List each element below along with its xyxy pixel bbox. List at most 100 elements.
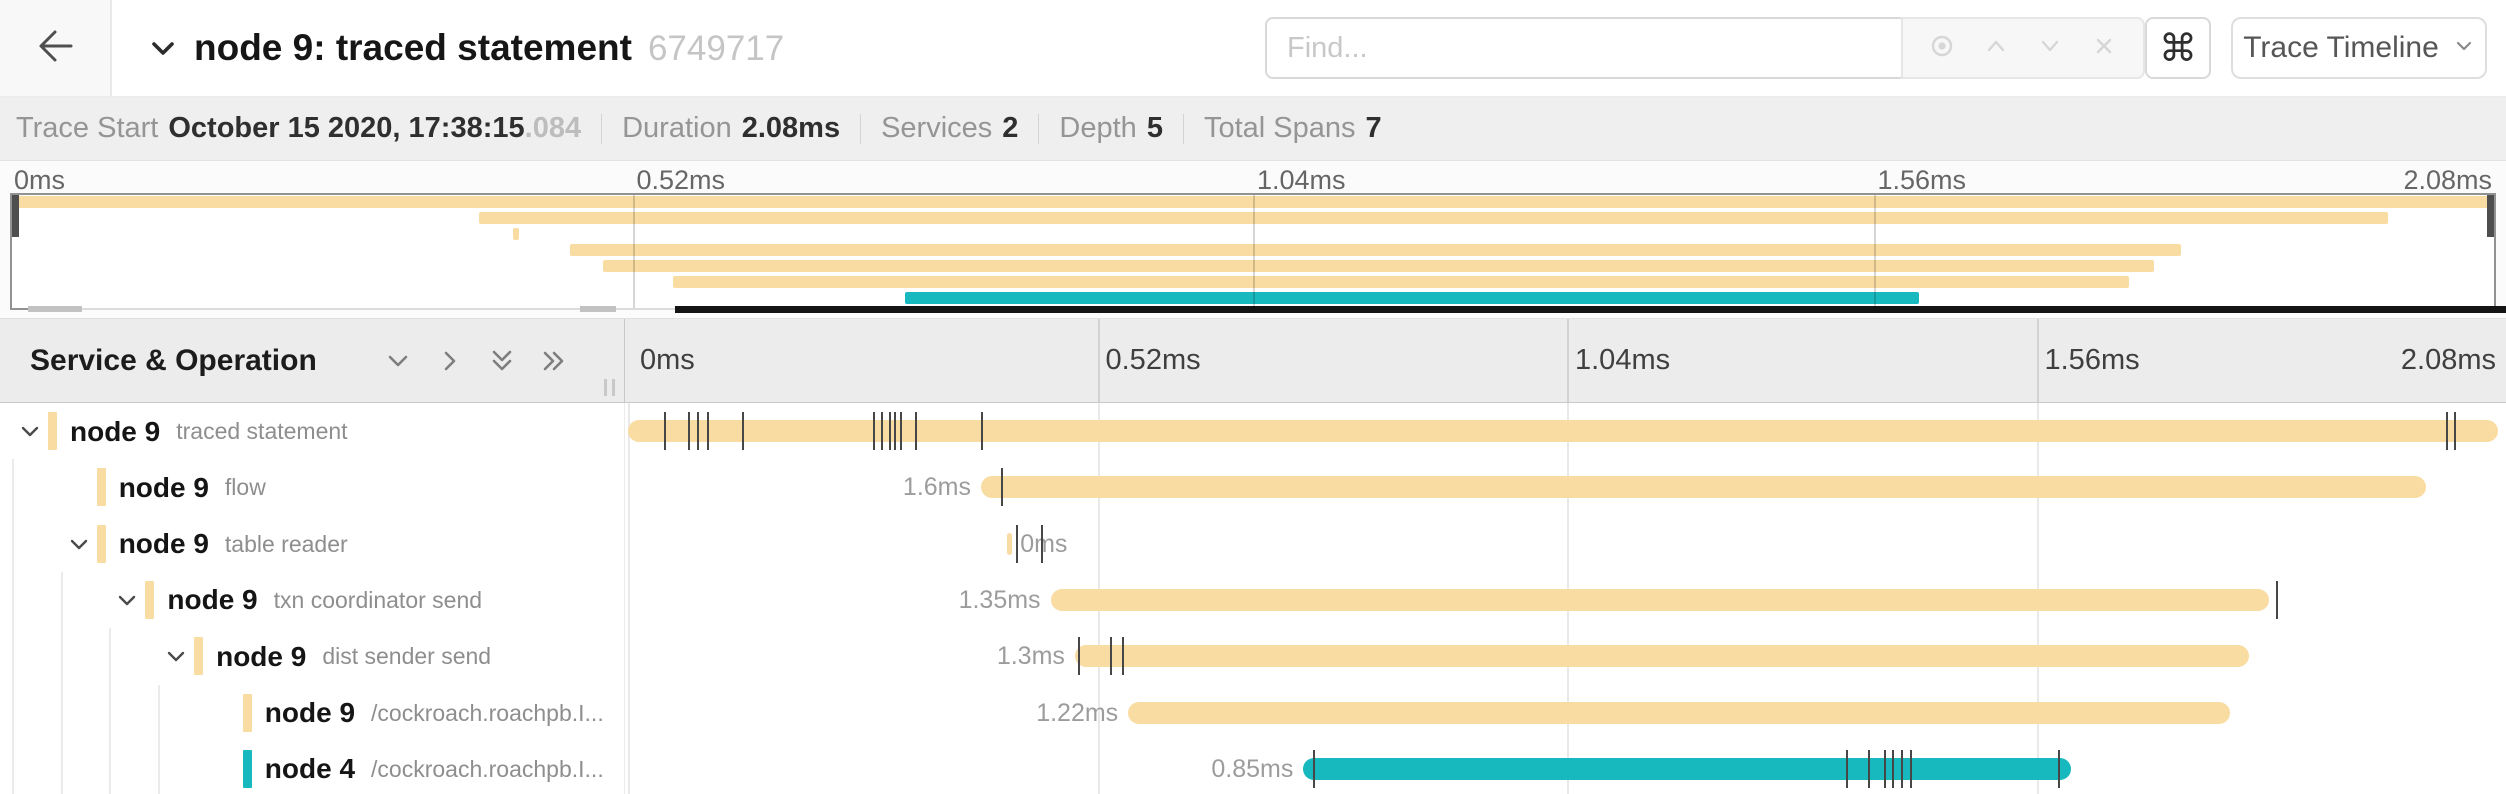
span-name: node 9/cockroach.roachpb.I... [265, 685, 604, 742]
minimap-scroll-thumb[interactable] [28, 306, 82, 312]
span-log-tick[interactable] [707, 412, 710, 450]
operation-name: flow [224, 474, 266, 501]
minimap-range-handle-right[interactable] [2487, 195, 2494, 237]
collapse-all-icon[interactable] [486, 345, 518, 377]
minimap-canvas[interactable] [10, 193, 2496, 310]
span-log-tick[interactable] [1000, 468, 1003, 507]
span-log-tick[interactable] [1845, 749, 1848, 788]
span-log-tick[interactable] [915, 412, 918, 450]
span-log-tick[interactable] [1313, 749, 1316, 788]
trace-name: node 9: traced statement [194, 27, 632, 68]
back-arrow-icon [32, 23, 78, 74]
span-log-tick[interactable] [1891, 749, 1894, 788]
collapse-one-level-icon[interactable] [382, 345, 414, 377]
span-duration-bar[interactable] [1128, 701, 2230, 724]
axis-gridline [2036, 319, 2039, 402]
span-log-tick[interactable] [2446, 412, 2449, 450]
next-match-icon[interactable] [2035, 31, 2065, 66]
service-operation-header: Service & Operation [0, 319, 625, 402]
column-resize-grip[interactable] [604, 379, 615, 396]
span-log-tick[interactable] [1900, 749, 1903, 788]
prev-match-icon[interactable] [1981, 31, 2011, 66]
service-name: node 9 [118, 471, 209, 503]
span-name: node 9 table reader [119, 516, 348, 573]
service-color-chip [48, 412, 57, 450]
span-log-tick[interactable] [873, 412, 876, 450]
span-log-tick[interactable] [2058, 749, 2061, 788]
collapse-children-icon[interactable] [67, 533, 91, 557]
span-row[interactable]: node 4/cockroach.roachpb.I... 0.85ms [0, 740, 2506, 794]
span-log-tick[interactable] [1110, 637, 1113, 676]
span-log-tick[interactable] [880, 412, 883, 450]
tree-indent-guide [12, 459, 14, 517]
span-duration-label: 1.6ms [902, 473, 972, 502]
tree-indent-guide [158, 684, 161, 742]
expand-all-icon[interactable] [538, 345, 570, 377]
find-input[interactable] [1265, 17, 1901, 79]
summary-item-value: 7 [1365, 112, 1382, 144]
axis-tick-label: 0ms [640, 344, 695, 376]
span-duration-bar[interactable] [1074, 645, 2249, 668]
expand-one-level-icon[interactable] [434, 345, 466, 377]
span-log-tick[interactable] [664, 412, 667, 450]
tree-indent-guide [12, 740, 14, 794]
row-controls [382, 319, 570, 402]
tree-indent-guide [12, 571, 14, 629]
collapse-children-icon[interactable] [18, 420, 42, 444]
service-color-chip [145, 580, 155, 619]
span-log-tick[interactable] [1041, 524, 1044, 563]
span-row[interactable]: node 9 traced statement [0, 403, 2506, 460]
span-log-tick[interactable] [697, 412, 700, 450]
span-log-tick[interactable] [888, 412, 891, 450]
span-duration-label: 1.3ms [996, 642, 1065, 671]
collapse-children-icon[interactable] [115, 589, 139, 613]
span-log-tick[interactable] [688, 412, 691, 450]
clear-search-icon[interactable] [2089, 31, 2119, 66]
span-row[interactable]: node 9/cockroach.roachpb.I... 1.22ms [0, 684, 2506, 742]
minimap-range-handle-left[interactable] [12, 195, 19, 237]
collapse-children-icon[interactable] [164, 645, 188, 669]
span-duration-bar[interactable] [1007, 532, 1013, 555]
find-tools [1901, 17, 2145, 79]
span-row[interactable]: node 9 txn coordinator send 1.35ms [0, 571, 2506, 629]
trace-page-header: node 9: traced statement 6749717 [0, 0, 2506, 97]
span-log-tick[interactable] [2454, 412, 2457, 450]
service-color-chip [242, 693, 252, 732]
span-row[interactable]: node 9 flow 1.6ms [0, 459, 2506, 517]
minimap-scroll-thumb[interactable] [580, 306, 616, 312]
minimap-viewport-indicator[interactable] [675, 306, 2506, 313]
span-duration-bar[interactable] [1303, 757, 2071, 780]
span-log-tick[interactable] [2275, 580, 2278, 619]
divider [601, 113, 603, 144]
divider [860, 113, 862, 144]
span-duration-bar[interactable] [981, 476, 2426, 499]
span-row[interactable]: node 9 dist sender send 1.3ms [0, 628, 2506, 686]
span-log-tick[interactable] [1909, 749, 1912, 788]
match-locate-icon[interactable] [1927, 31, 1957, 66]
timeline-gridline [628, 403, 630, 794]
span-duration-bar[interactable] [628, 420, 2498, 442]
span-log-tick[interactable] [1121, 637, 1124, 676]
trace-view-selector[interactable]: Trace Timeline [2231, 17, 2487, 79]
minimap-axis-label: 1.56ms [1877, 165, 1967, 195]
span-log-tick[interactable] [1016, 524, 1019, 563]
minimap-span-bar [673, 276, 2129, 288]
title-area: node 9: traced statement 6749717 [146, 0, 784, 96]
minimap-axis-label: 0.52ms [636, 165, 726, 195]
span-log-tick[interactable] [894, 412, 897, 450]
collapse-trace-detail-icon[interactable] [146, 31, 180, 65]
span-log-tick[interactable] [899, 412, 902, 450]
span-duration-bar[interactable] [1050, 588, 2270, 611]
span-log-tick[interactable] [741, 412, 744, 450]
span-row[interactable]: node 9 table reader 0ms [0, 515, 2506, 573]
summary-item: Total Spans 7 [1204, 112, 1382, 145]
axis-tick-label: 2.08ms [2400, 344, 2496, 376]
summary-item-value: October 15 2020, 17:38:15 [168, 112, 525, 144]
span-log-tick[interactable] [1078, 637, 1081, 676]
span-log-tick[interactable] [1867, 749, 1870, 788]
keyboard-shortcuts-button[interactable]: ⌘ [2145, 17, 2211, 79]
span-log-tick[interactable] [980, 412, 983, 450]
back-button[interactable] [0, 0, 112, 96]
operation-name: dist sender send [322, 643, 492, 670]
span-log-tick[interactable] [1883, 749, 1886, 788]
